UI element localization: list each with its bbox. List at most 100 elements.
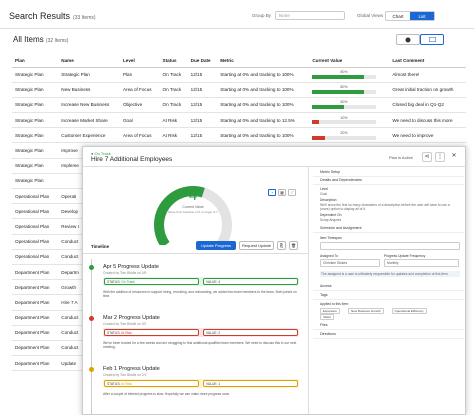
column-header[interactable]: Name [58,55,120,68]
view-toggle: Chart List [385,11,435,21]
timespan-field[interactable] [320,242,460,250]
progress-update-card[interactable]: Feb 1 Progress Update Created by Tom Bidd… [89,361,303,414]
value-percent: 50% [340,100,348,105]
item-detail-panel: ● On Track Hire 7 Additional Employees P… [82,146,466,415]
update-meta: Created by Tom Biddle on 2/1 [103,373,147,377]
directions-section[interactable]: Directions [313,331,464,339]
column-header[interactable]: Metric [217,55,310,68]
cell-comment: Great initial traction on growth [389,82,466,98]
cell-plan: Strategic Plan [12,67,59,83]
cell-plan: Strategic Plan [12,127,59,144]
cell-metric: Starting at 0% and tracking to 100% [217,82,310,98]
value-percent: 80% [340,85,348,90]
column-header[interactable]: Status [159,55,188,68]
cell-comment: We need to improve [389,127,466,144]
update-text: We've been trusted for a few weeks and a… [103,341,297,350]
value-key: VALUE: [206,331,218,335]
column-header[interactable]: Current Value [309,55,390,68]
cell-comment: Closed big deal in Q1-Q2 [389,97,466,114]
cell-level: Area of Focus [119,127,160,144]
view-icons: ◔ ▦ ⟋ [268,189,296,196]
update-text: With the addition of resources to suppor… [103,290,297,299]
status-key: STATUS: [107,382,121,386]
description-label: Description [320,198,337,202]
table-row[interactable]: Strategic Plan Customer Experience Area of… [12,127,466,144]
update-fields: STATUS: At Risk VALUE: 2 [103,328,299,337]
result-count: (33 Items) [73,15,96,21]
status-value: On Track [121,280,135,284]
settings-button[interactable] [396,34,420,45]
trend-view-icon[interactable]: ⟋ [288,189,296,196]
status-key: STATUS: [107,280,121,284]
level-label: Level [320,187,328,191]
value-field: VALUE: 4 [203,278,298,285]
table-row[interactable]: Strategic Plan Increase New Business Objec… [12,97,466,114]
close-icon[interactable]: ✕ [451,153,457,159]
column-header[interactable]: Due Date [187,55,218,68]
tag-item[interactable]: Operational Efficiency [391,308,427,314]
timespan-label: Item Timespan [320,236,342,240]
tags-section[interactable]: Tags [313,292,464,300]
cell-status: On Track [159,82,188,98]
delete-button[interactable]: 🗑 [289,241,298,250]
frequency-field[interactable]: Monthly [384,259,459,267]
cell-value: 20% [309,127,390,144]
cell-metric: Starting at 0% and tracking to 100% [217,97,310,114]
chart-toggle[interactable]: Chart [392,14,404,19]
column-header[interactable]: Level [119,55,160,68]
table-row[interactable]: Strategic Plan Increase Market Share Goal A… [12,112,466,129]
columns-button[interactable] [420,34,444,45]
progress-update-card[interactable]: Apr 5 Progress Update Created by Tom Bidd… [89,259,303,314]
column-header[interactable]: Last Comment [389,55,466,68]
list-toggle[interactable]: List [410,12,434,20]
value-percent: 80% [340,70,348,75]
status-dot [89,316,94,321]
cell-due: 12/15 [187,127,218,144]
gauge-fill [154,186,205,245]
update-progress-button[interactable]: Update Progress [196,241,236,250]
attach-button[interactable]: ⎘ [277,241,286,250]
value-value: 1 [218,382,221,386]
files-section[interactable]: Files [313,322,464,330]
table-row[interactable]: Strategic Plan Strategic Plan Plan On Track… [12,67,466,83]
update-title: Mar 2 Progress Update [103,315,160,321]
cell-plan: Strategic Plan [12,112,59,129]
value-field: VALUE: 2 [203,329,298,336]
page-title: Search Results (33 Items) [9,11,96,21]
access-section[interactable]: Access [313,283,464,291]
table-row[interactable]: Strategic Plan New Business Area of Focus O… [12,82,466,98]
cell-metric: Starting at 0% and tracking to 100% [217,67,310,83]
status-field: STATUS: At Risk [104,329,199,336]
tag-item[interactable]: Talent [320,314,335,320]
request-update-button[interactable]: Request Update [239,241,274,250]
details-section[interactable]: Details and Dependencies [313,177,464,185]
column-header[interactable]: Plan [12,55,59,68]
cell-status: At Risk [159,112,188,129]
section-title: All Items (32 Items) [13,35,69,44]
group-by-label: Group By [252,13,272,18]
share-button[interactable]: ⋖ [422,152,432,162]
progress-bar [312,90,377,95]
more-button[interactable]: ⋮ [435,152,445,162]
assigned-field[interactable]: Christine Stokes [320,259,380,267]
cell-name: New Business [58,82,120,98]
cell-plan: Strategic Plan [12,173,59,190]
progress-update-card[interactable]: Mar 2 Progress Update Created by Tom Bidd… [89,310,303,365]
assigned-label: Assigned To [320,254,338,258]
cell-plan: Strategic Plan [12,142,59,159]
cell-due: 12/15 [187,97,218,114]
cell-metric: Starting at 0% and tracking to 12.5% [217,112,310,129]
cell-status: At Risk [159,127,188,144]
schedule-section[interactable]: Schedule and Assignment [313,225,464,233]
tag-item[interactable]: New Business Growth [348,308,384,314]
tag-item[interactable]: Expansion [320,308,341,314]
cell-due: 12/15 [187,82,218,98]
progress-bar [312,74,377,79]
gear-icon [405,37,411,42]
chart-view-icon[interactable]: ▦ [278,189,286,196]
gauge-view-icon[interactable]: ◔ [268,189,276,196]
description-value: We'll show the first so many characters … [320,203,450,211]
metric-setup-section[interactable]: Metric Setup [313,169,464,177]
update-title: Apr 5 Progress Update [103,264,159,270]
group-by-select[interactable]: None [275,11,345,20]
